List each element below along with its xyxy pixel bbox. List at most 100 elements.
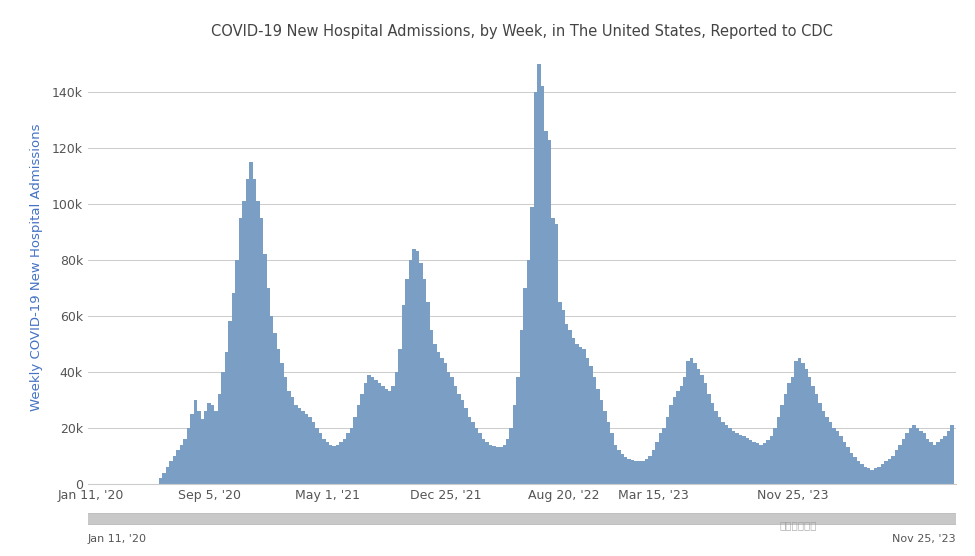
Bar: [228, 321, 232, 484]
Bar: [377, 383, 381, 484]
Bar: [606, 422, 610, 484]
Bar: [784, 394, 787, 484]
Bar: [756, 443, 760, 484]
Y-axis label: Weekly COVID-19 New Hospital Admissions: Weekly COVID-19 New Hospital Admissions: [30, 123, 44, 411]
Bar: [846, 448, 849, 484]
Bar: [662, 428, 666, 484]
Title: COVID-19 New Hospital Admissions, by Week, in The United States, Reported to CDC: COVID-19 New Hospital Admissions, by Wee…: [211, 24, 833, 39]
Bar: [297, 408, 301, 484]
Bar: [301, 411, 304, 484]
Bar: [190, 414, 194, 484]
Bar: [350, 428, 353, 484]
Bar: [208, 403, 211, 484]
Bar: [357, 405, 360, 484]
Bar: [464, 408, 468, 484]
Bar: [711, 403, 715, 484]
Bar: [468, 416, 471, 484]
Bar: [818, 403, 822, 484]
Bar: [225, 352, 228, 484]
Bar: [322, 439, 326, 484]
Bar: [673, 397, 676, 484]
Bar: [368, 375, 370, 484]
Bar: [940, 439, 944, 484]
Bar: [406, 280, 409, 484]
Bar: [638, 461, 642, 484]
Bar: [746, 438, 749, 484]
Bar: [600, 400, 604, 484]
Text: 全球医生组织: 全球医生组织: [780, 520, 817, 530]
Bar: [246, 178, 250, 484]
Bar: [620, 454, 624, 484]
Bar: [388, 391, 392, 484]
Bar: [610, 433, 613, 484]
Bar: [811, 386, 815, 484]
Bar: [836, 430, 839, 484]
Bar: [880, 464, 884, 484]
Bar: [878, 467, 880, 484]
Bar: [922, 433, 926, 484]
Text: Jan 11, '20: Jan 11, '20: [88, 534, 147, 544]
Bar: [197, 411, 201, 484]
Bar: [951, 425, 954, 484]
Bar: [381, 386, 384, 484]
Bar: [332, 446, 336, 484]
Bar: [423, 280, 426, 484]
Text: Nov 25, '23: Nov 25, '23: [892, 534, 956, 544]
Bar: [242, 201, 246, 484]
Bar: [867, 468, 871, 484]
Bar: [825, 416, 829, 484]
Bar: [221, 372, 225, 484]
Bar: [905, 433, 909, 484]
Bar: [232, 294, 235, 484]
Bar: [586, 358, 589, 484]
Bar: [874, 468, 878, 484]
Bar: [916, 428, 919, 484]
Bar: [655, 442, 659, 484]
Bar: [558, 302, 562, 484]
Bar: [929, 442, 933, 484]
Bar: [506, 439, 510, 484]
Bar: [849, 453, 853, 484]
Bar: [777, 416, 780, 484]
Bar: [693, 364, 697, 484]
Bar: [707, 394, 711, 484]
Bar: [857, 461, 860, 484]
Bar: [690, 358, 693, 484]
Bar: [739, 435, 742, 484]
Bar: [895, 450, 898, 484]
Bar: [888, 459, 891, 484]
Bar: [947, 430, 951, 484]
Bar: [853, 457, 857, 484]
Bar: [374, 380, 377, 484]
Bar: [419, 262, 423, 484]
Bar: [898, 445, 902, 484]
Bar: [308, 416, 312, 484]
Bar: [179, 445, 183, 484]
Bar: [270, 316, 273, 484]
Bar: [520, 330, 524, 484]
Bar: [183, 439, 186, 484]
Bar: [336, 445, 339, 484]
Bar: [613, 445, 617, 484]
Bar: [724, 425, 728, 484]
Bar: [186, 428, 190, 484]
Bar: [566, 324, 568, 484]
Bar: [780, 405, 784, 484]
Bar: [753, 442, 756, 484]
Bar: [312, 422, 315, 484]
Bar: [440, 358, 444, 484]
Bar: [461, 400, 464, 484]
Bar: [486, 442, 488, 484]
Bar: [833, 428, 836, 484]
Bar: [315, 428, 319, 484]
Bar: [211, 405, 214, 484]
Bar: [395, 372, 399, 484]
Bar: [575, 344, 579, 484]
Bar: [572, 338, 575, 484]
Bar: [284, 378, 288, 484]
Bar: [294, 405, 297, 484]
Bar: [277, 349, 281, 484]
Bar: [370, 378, 374, 484]
Bar: [839, 436, 842, 484]
Bar: [568, 330, 572, 484]
